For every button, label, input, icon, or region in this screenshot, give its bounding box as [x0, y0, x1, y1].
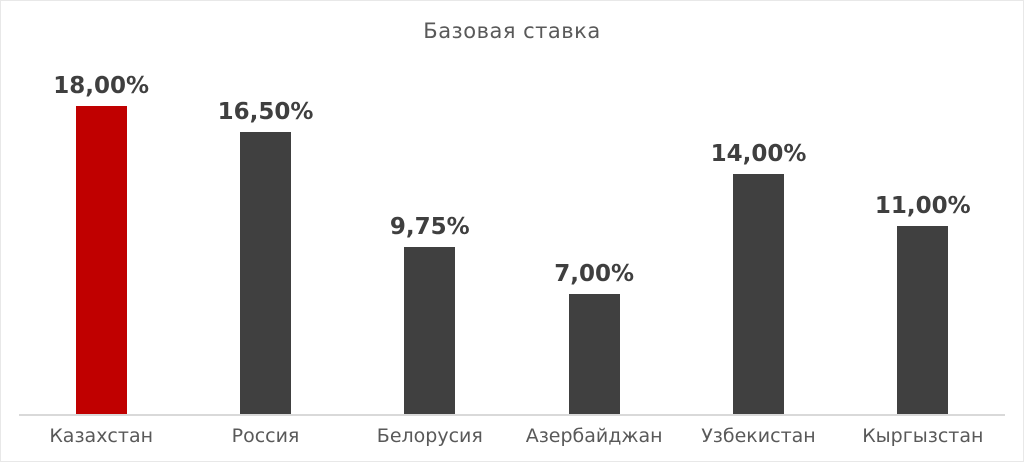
category-label: Белорусия [376, 425, 483, 447]
plot-area: 18,00% 16,50% 9,75% 7,00% 14,00% 11,00% [19, 69, 1005, 416]
bar-column: 11,00% [841, 69, 1005, 414]
category-label: Казахстан [49, 425, 154, 447]
bar-value-label: 18,00% [53, 73, 150, 99]
bar-value-label: 9,75% [389, 214, 470, 240]
bar [732, 174, 784, 414]
bar-column: 16,50% [183, 69, 347, 414]
bar-column: 9,75% [348, 69, 512, 414]
bar [75, 106, 127, 414]
bar-column: 18,00% [19, 69, 183, 414]
category-axis: Казахстан Россия Белорусия Азербайджан Узбек… [19, 425, 1005, 447]
category-label: Россия [231, 425, 300, 447]
bar [239, 132, 291, 414]
bar-column: 14,00% [676, 69, 840, 414]
bar-value-label: 16,50% [217, 99, 314, 125]
bar [568, 294, 620, 414]
bar-value-label: 7,00% [554, 261, 635, 287]
bar-value-label: 14,00% [710, 141, 807, 167]
bar-value-label: 11,00% [874, 193, 971, 219]
bar [404, 247, 456, 414]
chart-title: Базовая ставка [423, 19, 601, 43]
category-label: Узбекистан [701, 425, 816, 447]
bar-column: 7,00% [512, 69, 676, 414]
category-label: Кыргызстан [862, 425, 984, 447]
category-label: Азербайджан [525, 425, 663, 447]
bar [897, 226, 949, 414]
